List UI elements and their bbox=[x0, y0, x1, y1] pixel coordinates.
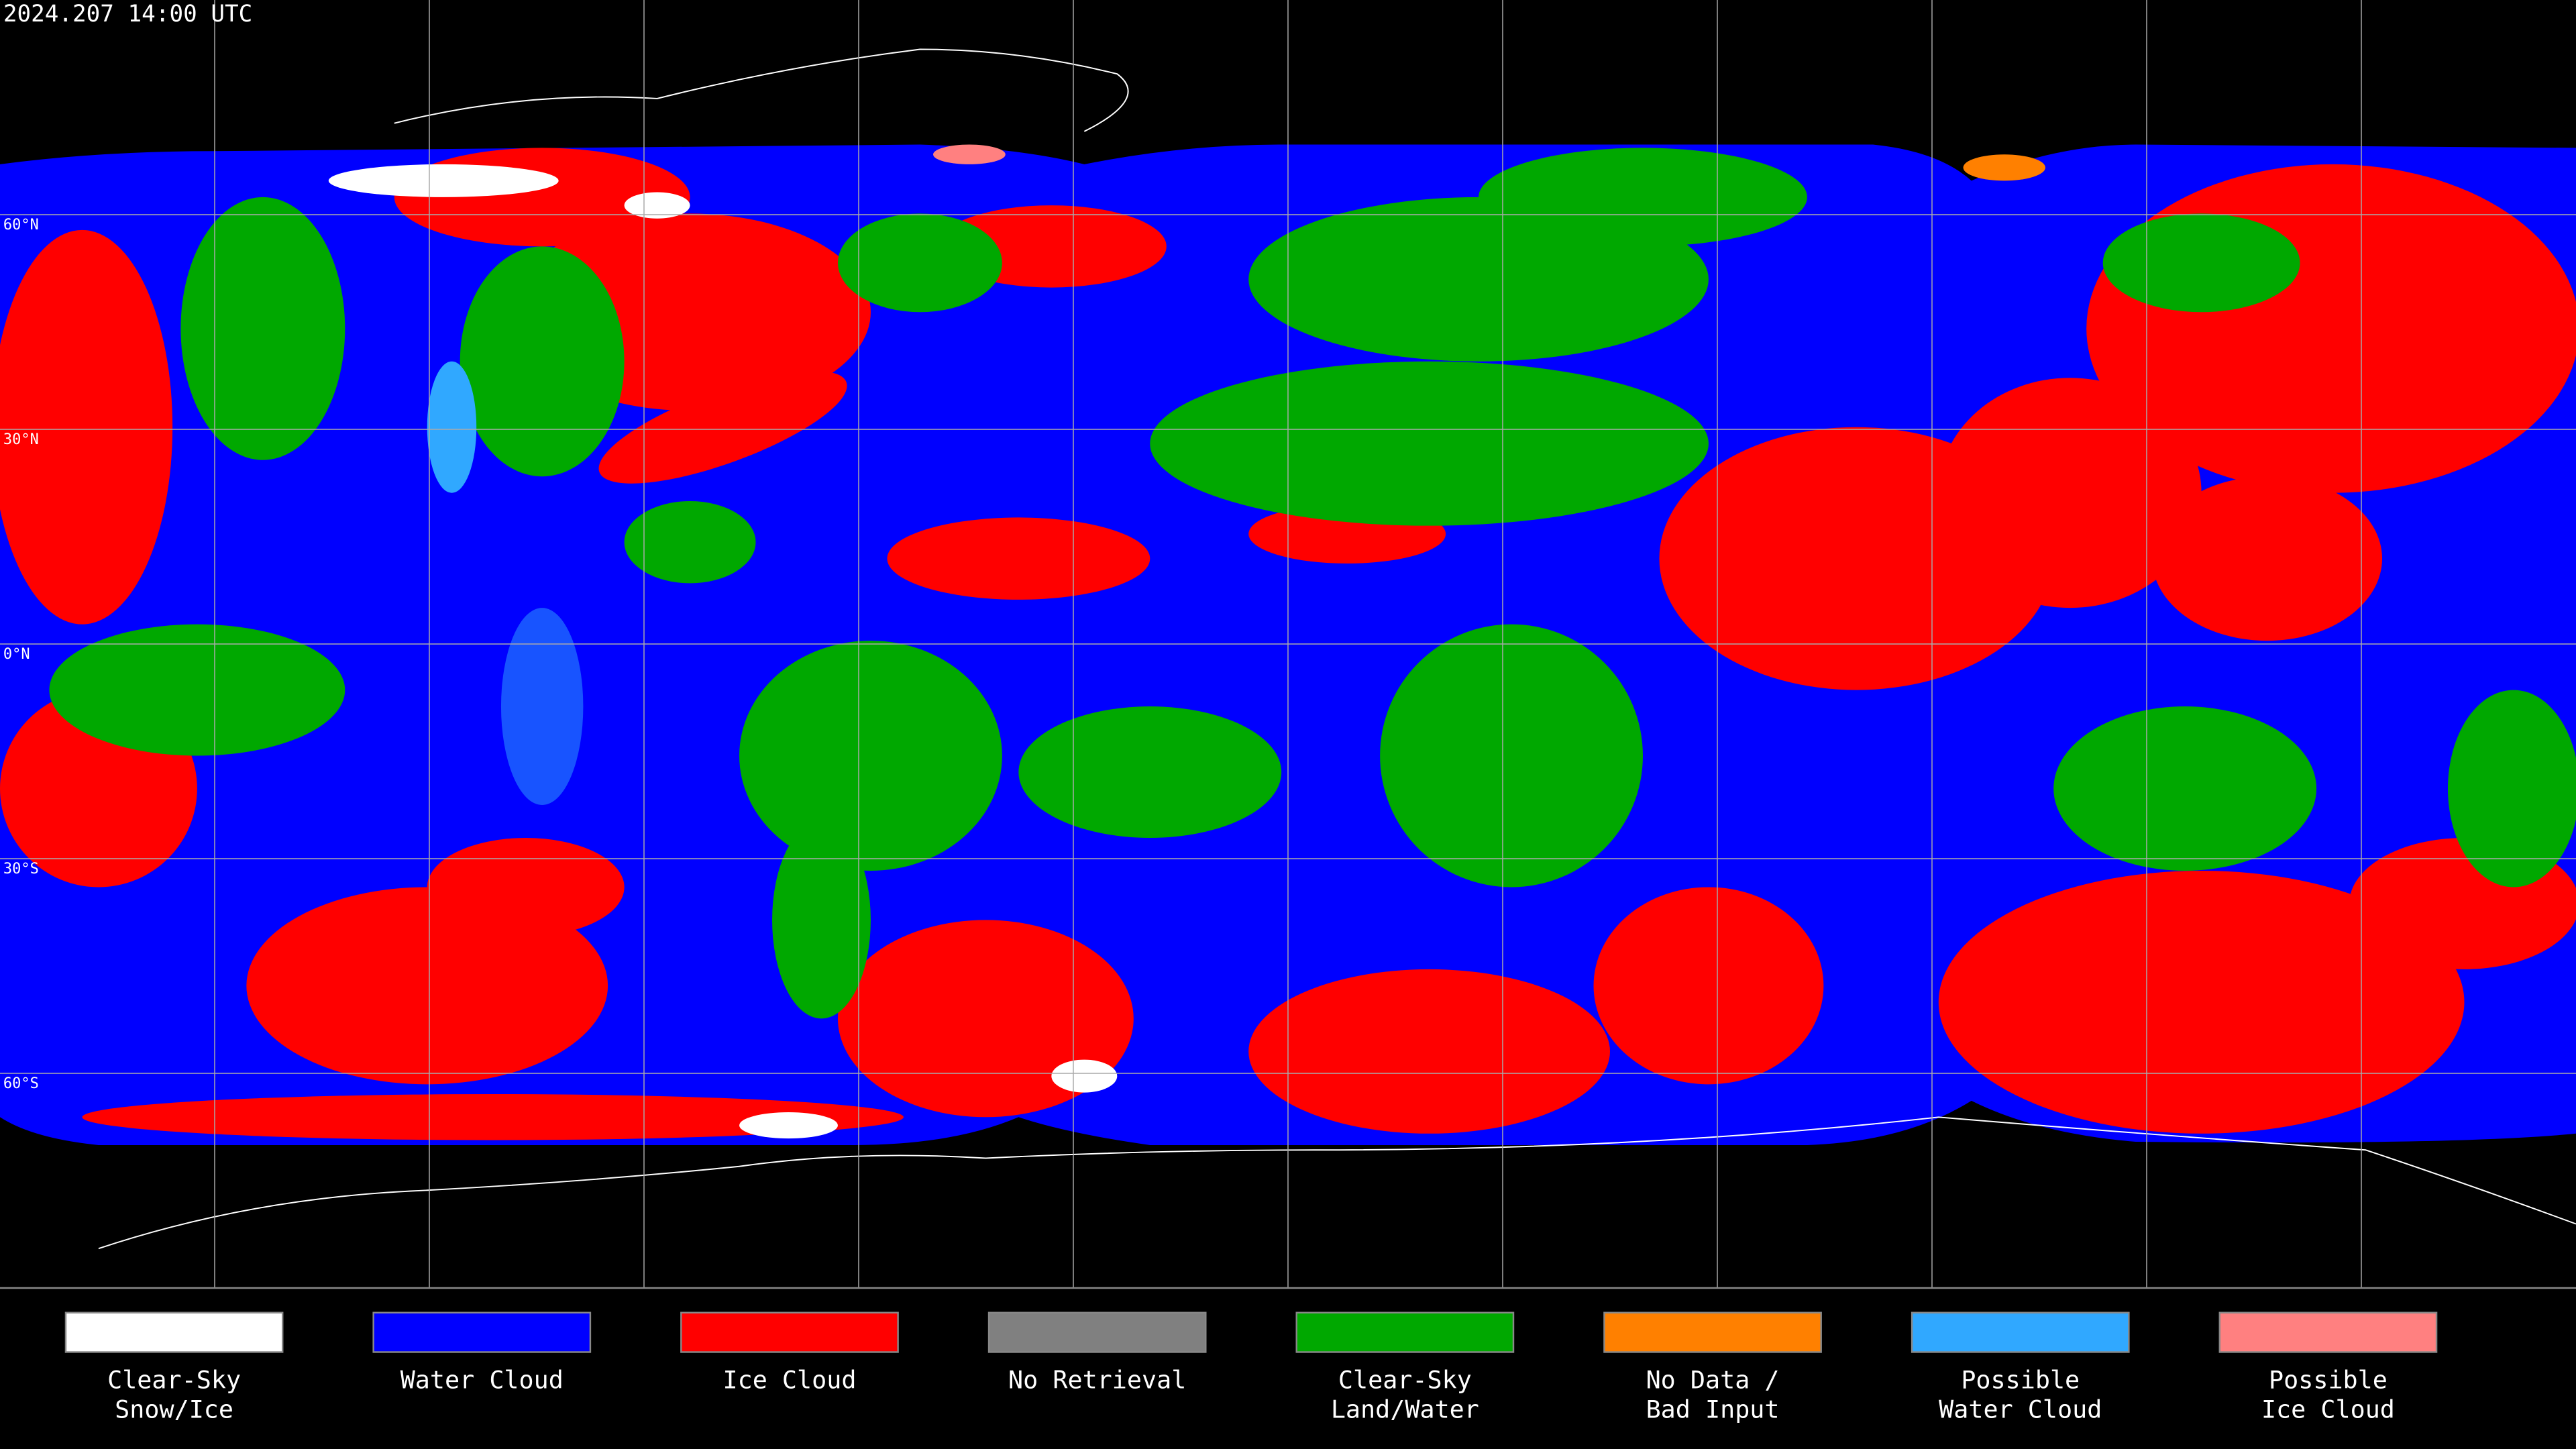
legend-label: Clear-Sky bbox=[107, 1365, 241, 1394]
legend-label: No Retrieval bbox=[1008, 1365, 1186, 1394]
legend-label: Water Cloud bbox=[1939, 1395, 2102, 1424]
latitude-label: 30°N bbox=[3, 431, 39, 448]
graticule: 60°N 30°N 0°N 30°S 60°S bbox=[0, 0, 2576, 1288]
clear-sky-areas bbox=[49, 148, 2576, 1019]
legend-swatch bbox=[64, 1311, 284, 1353]
legend-label: Ice Cloud bbox=[722, 1365, 856, 1394]
legend-swatch bbox=[1911, 1311, 2130, 1353]
latitude-label: 60°N bbox=[3, 217, 39, 233]
legend-swatch bbox=[987, 1311, 1207, 1353]
legend-label: Water Cloud bbox=[400, 1365, 564, 1394]
legend-swatch bbox=[2218, 1311, 2438, 1353]
latitude-label: 0°N bbox=[3, 646, 30, 663]
timestamp: 2024.207 14:00 UTC bbox=[3, 1, 252, 28]
legend-label: Possible bbox=[1961, 1365, 2080, 1394]
legend-label: Ice Cloud bbox=[2261, 1395, 2395, 1424]
latitude-label: 30°S bbox=[3, 861, 39, 877]
coastline bbox=[394, 48, 1129, 132]
legend-swatch bbox=[1295, 1311, 1515, 1353]
coastline bbox=[98, 1116, 2576, 1250]
legend-label: Bad Input bbox=[1646, 1395, 1780, 1424]
legend-label: Snow/Ice bbox=[115, 1395, 233, 1424]
legend-label: Possible bbox=[2269, 1365, 2387, 1394]
latitude-label: 60°S bbox=[3, 1075, 39, 1092]
legend-label: Clear-Sky bbox=[1338, 1365, 1472, 1394]
legend-swatch bbox=[680, 1311, 899, 1353]
minor-classes bbox=[328, 144, 2045, 1139]
legend-swatch bbox=[372, 1311, 592, 1353]
legend-swatch bbox=[1603, 1311, 1822, 1353]
legend-label: Land/Water bbox=[1331, 1395, 1479, 1424]
legend-label: No Data / bbox=[1646, 1365, 1780, 1394]
